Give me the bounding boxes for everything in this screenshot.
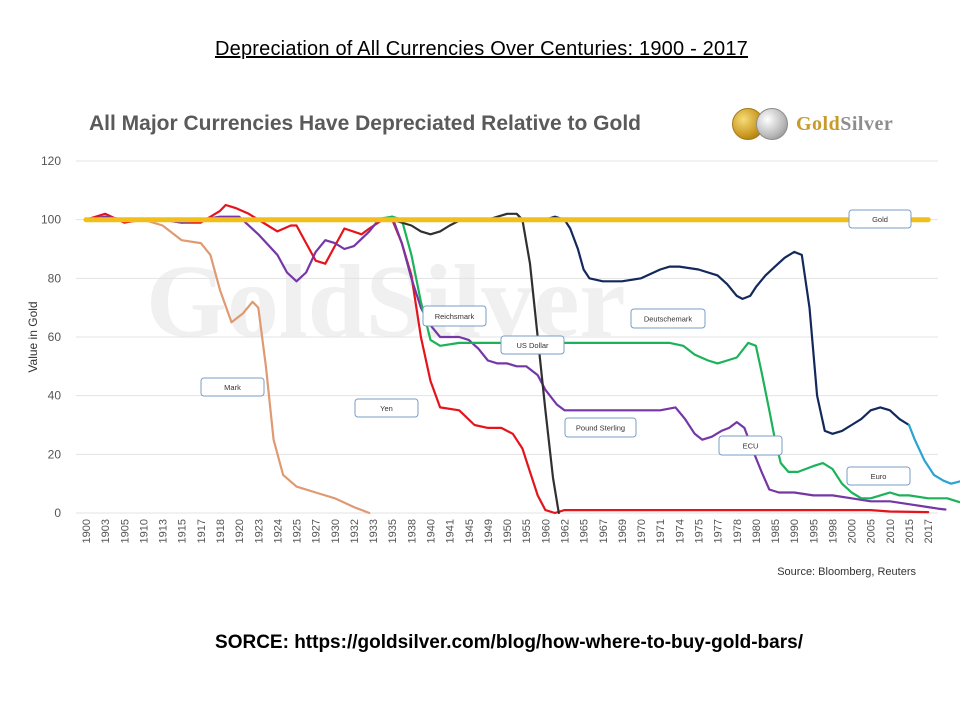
series-labels: Gold Mark Yen Reichsmark US Dollar Deutschema… [200,209,912,486]
x-tick-label: 1962 [560,519,572,543]
x-tick-label: 1935 [387,519,399,543]
x-tick-label: 2000 [847,519,859,543]
label-text: ECU [743,442,759,451]
label-text: Gold [872,215,888,224]
x-tick-label: 1970 [636,519,648,543]
x-tick-label: 1924 [272,519,284,543]
x-tick-label: 1945 [464,519,476,543]
series-label-gold: Gold [848,209,912,229]
y-tick-label: 60 [48,330,62,344]
x-tick-label: 1990 [789,519,801,543]
x-tick-label: 1938 [406,519,418,543]
series-label-reichsmark: Reichsmark [422,305,487,327]
x-tick-label: 2005 [866,519,878,543]
series-label-mark: Mark [200,377,265,397]
logo-text: GoldSilver [796,113,893,136]
label-text: Deutschemark [644,315,693,324]
x-tick-label: 2010 [885,519,897,543]
x-tick-label: 1930 [330,519,342,543]
y-tick-label: 100 [41,213,61,227]
y-tick-label: 40 [48,389,62,403]
chart-title: All Major Currencies Have Depreciated Re… [89,112,642,135]
x-tick-label: 1923 [253,519,265,543]
x-tick-label: 1917 [196,519,208,543]
series-line-pound-sterling [84,215,947,511]
x-tick-label: 1995 [808,519,820,543]
x-tick-label: 2015 [904,519,916,543]
label-box [564,417,637,438]
x-tick-label: 1940 [426,519,438,543]
label-box [630,308,706,329]
label-box [848,209,912,229]
x-tick-label: 1967 [598,519,610,543]
x-tick-label: 2017 [923,519,935,543]
x-tick-label: 1933 [368,519,380,543]
x-tick-label: 1915 [177,519,189,543]
footer-source-link[interactable]: SORCE: https://goldsilver.com/blog/how-w… [215,632,803,653]
x-tick-label: 1949 [483,519,495,543]
x-tick-label: 1910 [138,519,150,543]
x-tick-label: 1978 [732,519,744,543]
series-layer [83,203,960,515]
x-tick-label: 1975 [693,519,705,543]
series-label-us-dollar: US Dollar [500,335,565,355]
y-tick-label: 20 [48,447,62,461]
y-tick-labels: 0 20 40 60 80 100 120 [41,154,61,520]
page-title: Depreciation of All Currencies Over Cent… [215,38,748,60]
x-tick-label: 1932 [349,519,361,543]
y-axis-label: Value in Gold [26,301,40,372]
x-tick-label: 1927 [311,519,323,543]
x-tick-label: 1998 [827,519,839,543]
x-tick-labels: 1900 1903 1905 1910 1913 1915 1917 1918 1920 1923… [81,519,935,543]
x-tick-label: 1955 [521,519,533,543]
x-tick-label: 1918 [215,519,227,543]
x-tick-label: 1974 [674,519,686,543]
chart-source-caption: Source: Bloomberg, Reuters [777,566,916,578]
label-box [718,435,783,456]
label-box [500,335,565,355]
silver-coin-icon [756,108,788,140]
goldsilver-logo: GoldSilver [732,104,893,144]
label-text: Euro [871,472,887,481]
label-text: Yen [380,404,393,413]
series-line-us-dollar [84,215,960,504]
label-box [846,466,911,486]
y-tick-label: 80 [48,271,62,285]
label-text: Reichsmark [435,312,475,321]
label-box [422,305,487,327]
logo-gold-word: Gold [796,112,841,135]
label-text: Mark [224,383,241,392]
y-tick-label: 0 [54,506,61,520]
series-label-pound-sterling: Pound Sterling [564,417,637,438]
series-line-ecu [907,423,960,485]
label-box [200,377,265,397]
label-text: US Dollar [516,341,549,350]
series-label-euro: Euro [846,466,911,486]
x-tick-label: 1985 [770,519,782,543]
x-tick-label: 1925 [292,519,304,543]
x-tick-label: 1920 [234,519,246,543]
x-tick-label: 1905 [119,519,131,543]
series-label-yen: Yen [354,398,419,418]
label-text: Pound Sterling [576,424,625,433]
x-tick-label: 1900 [81,519,93,543]
series-line-deutschemark [544,215,911,435]
x-tick-label: 1977 [713,519,725,543]
x-tick-label: 1950 [502,519,514,543]
label-box [354,398,419,418]
series-label-ecu: ECU [718,435,783,456]
x-tick-label: 1941 [445,519,457,543]
x-tick-label: 1965 [579,519,591,543]
y-tick-label: 120 [41,154,61,168]
x-tick-label: 1913 [158,519,170,543]
logo-silver-word: Silver [840,112,894,135]
x-tick-label: 1969 [617,519,629,543]
x-tick-label: 1960 [540,519,552,543]
series-label-deutschemark: Deutschemark [630,308,706,329]
x-tick-label: 1903 [100,519,112,543]
x-tick-label: 1971 [655,519,667,543]
x-tick-label: 1980 [751,519,763,543]
